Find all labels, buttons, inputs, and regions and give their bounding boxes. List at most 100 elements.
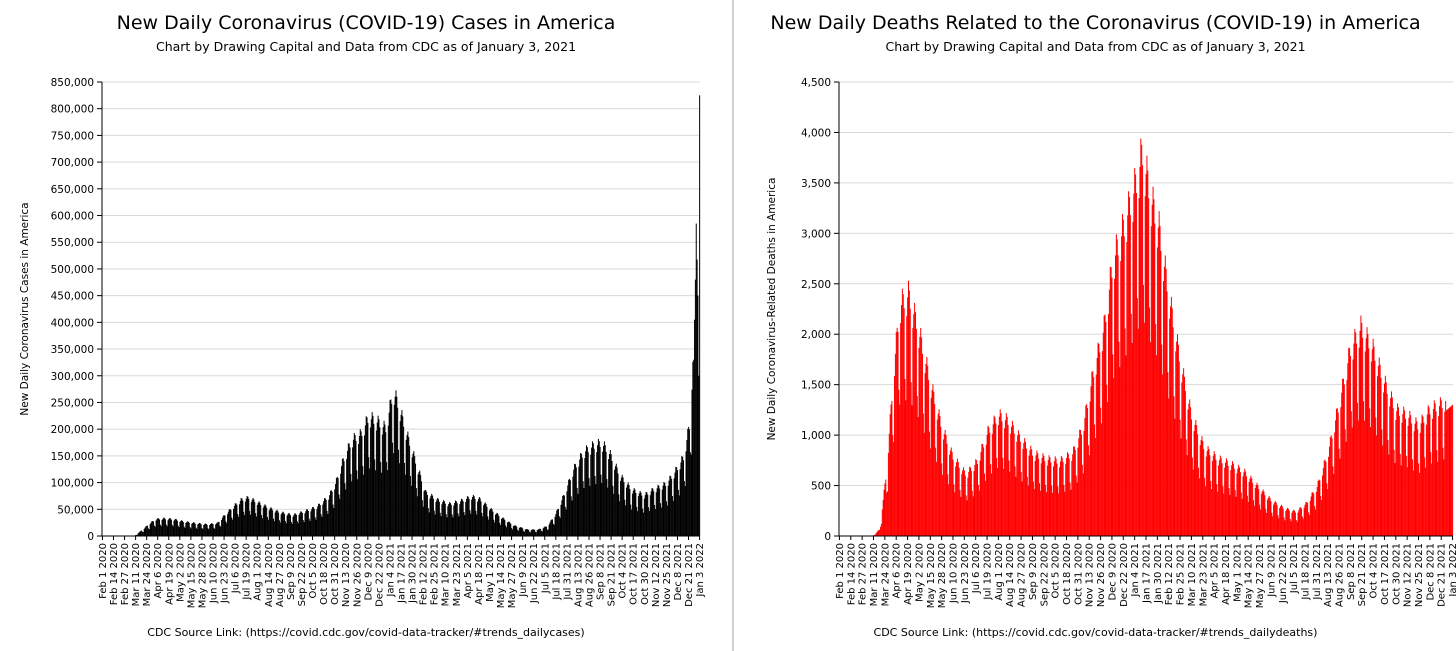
deaths-bar: [906, 316, 908, 536]
cases-bar: [167, 520, 169, 536]
cases-bar: [250, 514, 252, 536]
cases-bar: [656, 488, 658, 536]
deaths-bar: [894, 376, 896, 536]
deaths-bar: [1313, 493, 1315, 536]
deaths-bar: [1263, 491, 1265, 536]
deaths-xtick-label: May 2 2020: [914, 543, 925, 602]
cases-bar: [494, 514, 496, 536]
cases-bar: [687, 428, 689, 536]
deaths-bar: [1197, 434, 1199, 536]
deaths-bar: [1375, 417, 1377, 536]
cases-bar: [322, 504, 324, 536]
cases-bar: [501, 518, 503, 536]
cases-bar: [422, 506, 424, 536]
deaths-bar: [1335, 420, 1337, 536]
deaths-xtick-label: Jan 30 2021: [1153, 543, 1164, 604]
cases-xtick-label: Apr 5 2021: [463, 543, 474, 598]
cases-bar: [588, 478, 590, 536]
deaths-bar: [1119, 367, 1121, 536]
cases-bar: [307, 510, 309, 536]
deaths-xtick-label: Aug 27 2020: [1017, 543, 1028, 607]
deaths-bar: [1383, 392, 1385, 536]
deaths-bar: [1326, 483, 1328, 536]
cases-bar: [351, 481, 353, 536]
cases-bar: [405, 439, 407, 536]
cases-xtick-label: Sep 8 2021: [596, 543, 607, 600]
deaths-bar: [910, 382, 912, 536]
deaths-bar: [1394, 462, 1396, 536]
deaths-bar: [1003, 468, 1005, 536]
cases-bar: [137, 533, 139, 536]
deaths-bar: [1342, 378, 1344, 536]
cases-bar: [607, 487, 609, 536]
deaths-bar: [1281, 506, 1283, 536]
cases-bar: [540, 530, 542, 536]
deaths-bar: [968, 471, 970, 536]
cases-bar: [261, 518, 263, 536]
deaths-bar: [1362, 337, 1364, 536]
deaths-bar: [962, 470, 964, 536]
cases-bar: [178, 527, 180, 536]
deaths-bar: [1339, 458, 1341, 536]
cases-xtick-label: Jun 22 2021: [529, 543, 540, 604]
cases-bar: [471, 499, 473, 536]
deaths-bar: [955, 466, 957, 536]
deaths-bar: [1087, 407, 1089, 536]
cases-bar: [670, 476, 672, 536]
deaths-bar: [1357, 420, 1359, 536]
cases-bar: [392, 442, 394, 536]
cases-y-axis-label: New Daily Coronavirus Cases in America: [19, 202, 31, 415]
deaths-bar: [1112, 354, 1114, 536]
deaths-bar: [1239, 467, 1241, 536]
cases-bar: [551, 519, 553, 536]
cases-bar: [303, 522, 305, 536]
deaths-xtick-label: May 28 2020: [937, 543, 948, 608]
deaths-bar: [1231, 465, 1233, 536]
deaths-bar: [1252, 500, 1254, 536]
deaths-bar: [1367, 334, 1369, 536]
deaths-bar: [1418, 463, 1420, 536]
deaths-bar: [1066, 452, 1068, 536]
deaths-bar: [899, 404, 901, 536]
deaths-ytick-label: 1,500: [801, 380, 831, 392]
deaths-bar: [1050, 462, 1052, 536]
deaths-bar: [879, 529, 881, 536]
cases-bar: [591, 441, 593, 536]
cases-xtick-label: Aug 13 2021: [573, 543, 584, 607]
cases-bar: [400, 414, 402, 536]
cases-bar: [368, 457, 370, 536]
deaths-bar: [1447, 408, 1449, 536]
deaths-bar: [1026, 476, 1028, 536]
deaths-bar: [1107, 402, 1109, 536]
deaths-bar: [1078, 438, 1080, 536]
cases-bar: [280, 514, 282, 536]
deaths-bar: [1276, 505, 1278, 536]
deaths-bar: [1211, 489, 1213, 536]
deaths-bar: [1150, 226, 1152, 536]
deaths-bar: [1271, 512, 1273, 536]
cases-bar: [634, 489, 636, 536]
deaths-bar: [1387, 439, 1389, 536]
deaths-bar: [1429, 414, 1431, 536]
cases-bar: [580, 453, 582, 536]
cases-bar: [592, 443, 594, 536]
deaths-bar: [1332, 466, 1334, 536]
cases-bar: [304, 513, 306, 536]
deaths-bar: [1156, 247, 1158, 537]
cases-bar: [382, 427, 384, 536]
deaths-bar: [1420, 423, 1422, 536]
deaths-bar: [1369, 408, 1371, 536]
deaths-bar: [1082, 473, 1084, 536]
cases-bar: [554, 516, 556, 536]
cases-bar: [182, 521, 184, 536]
deaths-bar: [1449, 407, 1451, 536]
deaths-bar: [1201, 436, 1203, 536]
deaths-bar: [1381, 429, 1383, 536]
cases-bar: [218, 521, 220, 536]
deaths-bar: [1277, 515, 1279, 536]
cases-xtick-label: May 28 2020: [197, 543, 208, 608]
deaths-bar: [1284, 520, 1286, 536]
deaths-bar: [881, 509, 883, 536]
cases-bar: [395, 390, 397, 536]
cases-bar: [209, 525, 211, 536]
